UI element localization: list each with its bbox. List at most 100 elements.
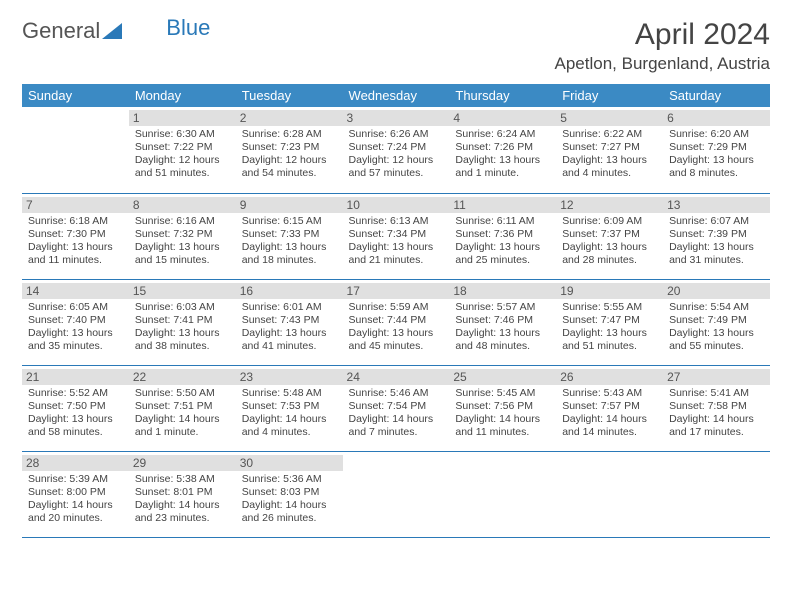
logo-text-b: Blue (166, 15, 210, 41)
day-details: Sunrise: 5:46 AMSunset: 7:54 PMDaylight:… (349, 387, 444, 440)
day-number: 7 (22, 197, 129, 213)
calendar-day-cell: 7Sunrise: 6:18 AMSunset: 7:30 PMDaylight… (22, 193, 129, 279)
calendar-day-cell: 2 Sunrise: 6:28 AMSunset: 7:23 PMDaylight… (236, 107, 343, 193)
day-details: Sunrise: 6:15 AMSunset: 7:33 PMDaylight:… (242, 215, 337, 268)
day-details: Sunrise: 6:22 AMSunset: 7:27 PMDaylight:… (562, 128, 657, 181)
day-details: Sunrise: 6:03 AMSunset: 7:41 PMDaylight:… (135, 301, 230, 354)
day-number: 21 (22, 369, 129, 385)
day-details: Sunrise: 6:26 AMSunset: 7:24 PMDaylight:… (349, 128, 444, 181)
day-header: Sunday (22, 84, 129, 107)
calendar-day-cell (556, 451, 663, 537)
logo: General Blue (22, 18, 210, 44)
day-header: Monday (129, 84, 236, 107)
calendar-day-cell: 14Sunrise: 6:05 AMSunset: 7:40 PMDayligh… (22, 279, 129, 365)
page-header: General Blue April 2024 Apetlon, Burgenl… (22, 18, 770, 74)
day-details: Sunrise: 5:57 AMSunset: 7:46 PMDaylight:… (455, 301, 550, 354)
calendar-day-cell: 1 Sunrise: 6:30 AMSunset: 7:22 PMDaylight… (129, 107, 236, 193)
day-number: 28 (22, 455, 129, 471)
calendar-day-cell: 11 Sunrise: 6:11 AMSunset: 7:36 PMDayligh… (449, 193, 556, 279)
day-details: Sunrise: 6:01 AMSunset: 7:43 PMDaylight:… (242, 301, 337, 354)
day-number: 6 (663, 110, 770, 126)
calendar-day-cell: 9 Sunrise: 6:15 AMSunset: 7:33 PMDaylight… (236, 193, 343, 279)
day-details: Sunrise: 5:36 AMSunset: 8:03 PMDaylight:… (242, 473, 337, 526)
day-number: 12 (556, 197, 663, 213)
day-number: 1 (129, 110, 236, 126)
calendar-page: General Blue April 2024 Apetlon, Burgenl… (0, 0, 792, 556)
day-details: Sunrise: 5:41 AMSunset: 7:58 PMDaylight:… (669, 387, 764, 440)
day-details: Sunrise: 5:48 AMSunset: 7:53 PMDaylight:… (242, 387, 337, 440)
calendar-week-row: 28 Sunrise: 5:39 AMSunset: 8:00 PMDayligh… (22, 451, 770, 537)
calendar-day-cell: 5 Sunrise: 6:22 AMSunset: 7:27 PMDaylight… (556, 107, 663, 193)
calendar-day-cell: 24Sunrise: 5:46 AMSunset: 7:54 PMDayligh… (343, 365, 450, 451)
calendar-day-cell: 8Sunrise: 6:16 AMSunset: 7:32 PMDaylight… (129, 193, 236, 279)
calendar-day-cell: 23 Sunrise: 5:48 AMSunset: 7:53 PMDayligh… (236, 365, 343, 451)
day-number: 25 (449, 369, 556, 385)
day-number: 10 (343, 197, 450, 213)
logo-text-a: General (22, 18, 100, 44)
day-details: Sunrise: 5:54 AMSunset: 7:49 PMDaylight:… (669, 301, 764, 354)
day-number: 13 (663, 197, 770, 213)
day-details: Sunrise: 6:30 AMSunset: 7:22 PMDaylight:… (135, 128, 230, 181)
day-number: 5 (556, 110, 663, 126)
day-details: Sunrise: 6:20 AMSunset: 7:29 PMDaylight:… (669, 128, 764, 181)
location-label: Apetlon, Burgenland, Austria (555, 54, 770, 74)
calendar-day-cell: 19Sunrise: 5:55 AMSunset: 7:47 PMDayligh… (556, 279, 663, 365)
day-header: Friday (556, 84, 663, 107)
day-header: Wednesday (343, 84, 450, 107)
day-details: Sunrise: 6:13 AMSunset: 7:34 PMDaylight:… (349, 215, 444, 268)
day-number: 2 (236, 110, 343, 126)
calendar-day-cell: 27 Sunrise: 5:41 AMSunset: 7:58 PMDayligh… (663, 365, 770, 451)
calendar-day-cell (449, 451, 556, 537)
calendar-day-cell (663, 451, 770, 537)
day-header: Thursday (449, 84, 556, 107)
day-details: Sunrise: 6:07 AMSunset: 7:39 PMDaylight:… (669, 215, 764, 268)
day-number: 27 (663, 369, 770, 385)
day-number: 26 (556, 369, 663, 385)
calendar-header-row: SundayMondayTuesdayWednesdayThursdayFrid… (22, 84, 770, 107)
day-number: 3 (343, 110, 450, 126)
day-number: 4 (449, 110, 556, 126)
day-details: Sunrise: 5:43 AMSunset: 7:57 PMDaylight:… (562, 387, 657, 440)
day-details: Sunrise: 5:38 AMSunset: 8:01 PMDaylight:… (135, 473, 230, 526)
calendar-day-cell: 15 Sunrise: 6:03 AMSunset: 7:41 PMDayligh… (129, 279, 236, 365)
day-details: Sunrise: 6:11 AMSunset: 7:36 PMDaylight:… (455, 215, 550, 268)
calendar-day-cell: 20 Sunrise: 5:54 AMSunset: 7:49 PMDayligh… (663, 279, 770, 365)
calendar-day-cell: 12 Sunrise: 6:09 AMSunset: 7:37 PMDayligh… (556, 193, 663, 279)
day-number: 22 (129, 369, 236, 385)
day-number: 20 (663, 283, 770, 299)
day-number: 16 (236, 283, 343, 299)
calendar-body: 1 Sunrise: 6:30 AMSunset: 7:22 PMDaylight… (22, 107, 770, 537)
calendar-table: SundayMondayTuesdayWednesdayThursdayFrid… (22, 84, 770, 538)
day-number: 23 (236, 369, 343, 385)
calendar-day-cell: 17 Sunrise: 5:59 AMSunset: 7:44 PMDayligh… (343, 279, 450, 365)
day-number: 8 (129, 197, 236, 213)
calendar-day-cell: 29 Sunrise: 5:38 AMSunset: 8:01 PMDayligh… (129, 451, 236, 537)
calendar-day-cell (343, 451, 450, 537)
calendar-day-cell: 10 Sunrise: 6:13 AMSunset: 7:34 PMDayligh… (343, 193, 450, 279)
month-title: April 2024 (555, 18, 770, 52)
day-number: 11 (449, 197, 556, 213)
day-details: Sunrise: 6:09 AMSunset: 7:37 PMDaylight:… (562, 215, 657, 268)
calendar-day-cell: 18Sunrise: 5:57 AMSunset: 7:46 PMDayligh… (449, 279, 556, 365)
day-details: Sunrise: 5:39 AMSunset: 8:00 PMDaylight:… (28, 473, 123, 526)
day-number: 29 (129, 455, 236, 471)
day-details: Sunrise: 6:28 AMSunset: 7:23 PMDaylight:… (242, 128, 337, 181)
title-block: April 2024 Apetlon, Burgenland, Austria (555, 18, 770, 74)
day-details: Sunrise: 5:45 AMSunset: 7:56 PMDaylight:… (455, 387, 550, 440)
calendar-week-row: 21Sunrise: 5:52 AMSunset: 7:50 PMDayligh… (22, 365, 770, 451)
calendar-week-row: 7Sunrise: 6:18 AMSunset: 7:30 PMDaylight… (22, 193, 770, 279)
calendar-day-cell: 30 Sunrise: 5:36 AMSunset: 8:03 PMDayligh… (236, 451, 343, 537)
day-details: Sunrise: 5:59 AMSunset: 7:44 PMDaylight:… (349, 301, 444, 354)
calendar-week-row: 14Sunrise: 6:05 AMSunset: 7:40 PMDayligh… (22, 279, 770, 365)
day-number: 15 (129, 283, 236, 299)
calendar-day-cell: 28 Sunrise: 5:39 AMSunset: 8:00 PMDayligh… (22, 451, 129, 537)
day-number: 17 (343, 283, 450, 299)
calendar-day-cell: 13 Sunrise: 6:07 AMSunset: 7:39 PMDayligh… (663, 193, 770, 279)
calendar-day-cell: 6 Sunrise: 6:20 AMSunset: 7:29 PMDaylight… (663, 107, 770, 193)
day-number: 14 (22, 283, 129, 299)
day-number: 9 (236, 197, 343, 213)
calendar-day-cell: 25 Sunrise: 5:45 AMSunset: 7:56 PMDayligh… (449, 365, 556, 451)
day-number: 30 (236, 455, 343, 471)
calendar-day-cell: 3 Sunrise: 6:26 AMSunset: 7:24 PMDaylight… (343, 107, 450, 193)
day-number: 19 (556, 283, 663, 299)
